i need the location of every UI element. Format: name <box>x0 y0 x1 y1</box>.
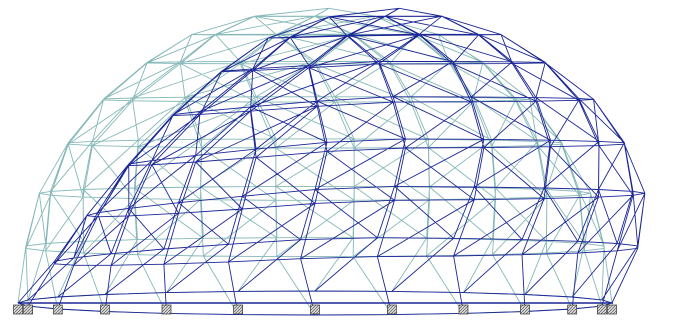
support <box>23 304 33 315</box>
support <box>520 304 530 315</box>
support <box>310 304 320 315</box>
support <box>161 304 172 315</box>
support <box>52 304 63 315</box>
support <box>607 304 617 315</box>
support <box>387 304 397 315</box>
support <box>233 304 243 315</box>
support <box>597 304 607 315</box>
deformed-members <box>17 7 646 316</box>
support <box>458 304 469 315</box>
supports <box>13 304 617 315</box>
support <box>100 304 110 315</box>
support <box>567 304 578 315</box>
support <box>13 304 23 315</box>
deformed-mesh <box>17 7 646 316</box>
